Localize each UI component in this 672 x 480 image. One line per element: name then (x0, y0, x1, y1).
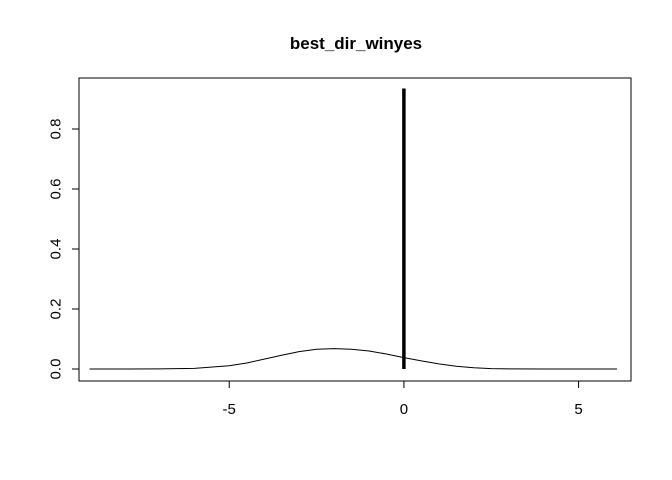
series-layer (89, 88, 617, 370)
y-tick-label: 0.4 (48, 239, 65, 260)
y-axis: 0.0 0.2 0.4 0.6 0.8 (48, 119, 80, 380)
x-tick-label: 5 (574, 401, 582, 418)
y-tick-label: 0.6 (48, 179, 65, 200)
y-tick-label: 0.0 (48, 359, 65, 380)
chart-title: best_dir_winyes (290, 34, 422, 53)
x-tick-label: 0 (400, 401, 408, 418)
x-axis: -5 0 5 (223, 380, 583, 418)
y-tick-label: 0.2 (48, 299, 65, 320)
y-tick-label: 0.8 (48, 119, 65, 140)
density-curve (89, 348, 617, 370)
x-tick-label: -5 (223, 401, 236, 418)
plot-frame (78, 77, 632, 382)
